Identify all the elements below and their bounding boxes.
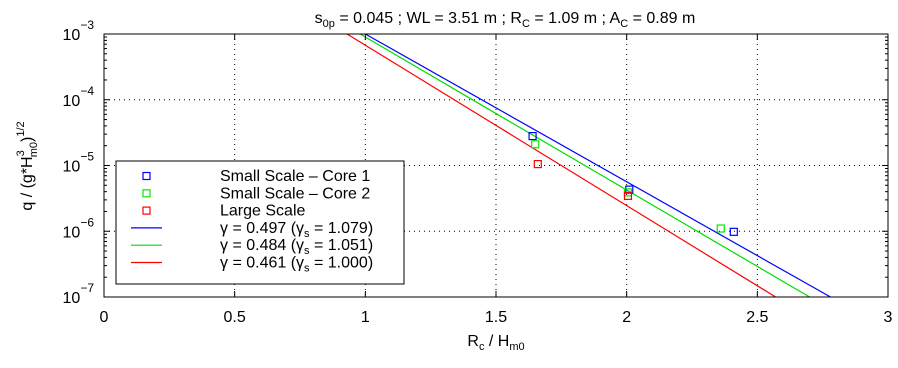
data-point — [528, 131, 537, 141]
legend-marker — [142, 171, 151, 181]
data-point — [716, 224, 725, 233]
legend-marker — [142, 206, 151, 215]
data-point — [729, 227, 738, 236]
fit-line — [346, 33, 776, 298]
x-axis-label: Rc / Hm0 — [467, 333, 524, 353]
y-tick-label: 10−5 — [63, 150, 95, 176]
x-tick-label: 0.5 — [224, 309, 246, 326]
data-point — [623, 191, 633, 200]
chart-title: s0p = 0.045 ; WL = 3.51 m ; RC = 1.09 m … — [315, 10, 696, 30]
data-point — [531, 140, 540, 149]
ticks: 0 0.5 1 1.5 2 2.5 3 10−7 10−6 10−5 10−4 10−3 — [63, 18, 893, 326]
fit-lines — [346, 33, 831, 298]
fit-line — [365, 33, 831, 298]
x-tick-label: 3 — [884, 309, 893, 326]
y-tick-label: 10−3 — [63, 18, 95, 44]
data-markers — [528, 131, 738, 236]
x-tick-label: 2 — [622, 309, 631, 326]
legend-box — [115, 160, 405, 285]
y-tick-label: 10−6 — [63, 215, 95, 241]
fit-line — [359, 33, 810, 298]
legend-marker — [142, 189, 151, 198]
legend-label: γ = 0.461 (γs = 1.000) — [220, 255, 373, 275]
x-tick-label: 1 — [361, 309, 370, 326]
legend-label: γ = 0.497 (γs = 1.079) — [220, 220, 373, 240]
x-tick-label: 0 — [100, 309, 109, 326]
y-tick-label: 10−7 — [63, 281, 95, 307]
y-tick-label: 10−4 — [63, 84, 95, 110]
legend-label: Small Scale – Core 1 — [220, 168, 370, 185]
x-tick-label: 1.5 — [485, 309, 507, 326]
data-point — [625, 185, 634, 194]
legend-label: Large Scale — [220, 203, 305, 220]
legend-label: γ = 0.484 (γs = 1.051) — [220, 237, 373, 257]
legend-label: Small Scale – Core 2 — [220, 185, 370, 202]
y-axis-label: q / (g*H3m0)1/2 — [15, 121, 40, 210]
x-tick-label: 2.5 — [746, 309, 768, 326]
data-point — [533, 160, 542, 169]
